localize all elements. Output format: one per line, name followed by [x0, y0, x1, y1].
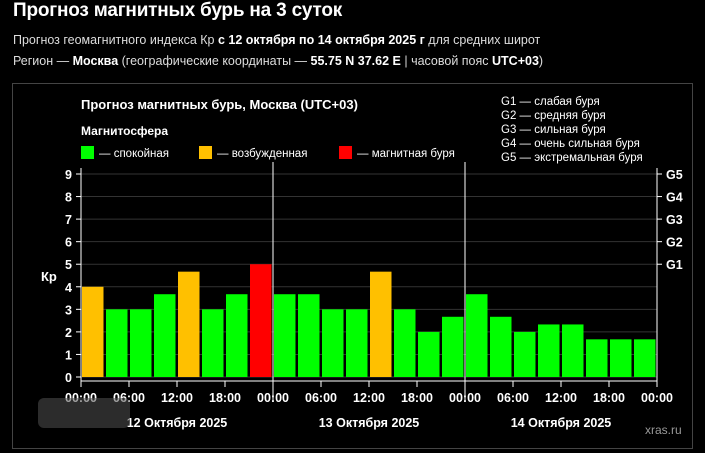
bar	[562, 324, 584, 377]
forecast-suffix: для средних широт	[424, 33, 541, 47]
g-tick-label: G1	[666, 258, 683, 272]
region-description: Регион — Москва (географические координа…	[13, 54, 543, 68]
y-tick-label: 1	[65, 348, 72, 362]
bar	[370, 271, 392, 377]
grid	[81, 173, 657, 378]
bar	[394, 309, 416, 377]
x-tick-label: 18:00	[593, 391, 625, 405]
bar	[106, 309, 128, 377]
storm-level-label: G2 — средняя буря	[501, 110, 606, 122]
y-tick-label: 8	[65, 191, 72, 205]
bar	[130, 309, 152, 377]
bar	[538, 324, 560, 377]
region-end: )	[538, 54, 544, 68]
forecast-prefix: Прогноз геомагнитного индекса Кр	[13, 33, 218, 47]
page-title: Прогноз магнитных бурь на 3 суток	[13, 0, 343, 21]
storm-level-label: G3 — сильная буря	[501, 124, 606, 136]
forecast-period: с 12 октября по 14 октября 2025 г	[217, 33, 425, 47]
y-tick-label: 3	[65, 303, 72, 317]
x-tick-label: 12:00	[545, 391, 577, 405]
day-label: 13 Октября 2025	[319, 416, 420, 430]
forecast-description: Прогноз геомагнитного индекса Кр с 12 ок…	[13, 33, 540, 47]
region-city: Москва	[72, 54, 119, 68]
overlay-toolbar[interactable]	[38, 398, 130, 428]
bar	[514, 331, 536, 377]
bar	[250, 264, 272, 377]
bar	[346, 309, 368, 377]
bar	[178, 271, 200, 377]
bar	[634, 339, 656, 377]
legend-swatch	[81, 146, 94, 159]
x-tick-label: 00:00	[641, 391, 673, 405]
bar	[82, 286, 104, 377]
bar	[274, 294, 296, 377]
region-coords: 55.75 N 37.62 E	[310, 54, 401, 68]
bar	[298, 294, 320, 377]
region-mid: (географические координаты —	[118, 54, 311, 68]
legend: — спокойная — возбужденная — магнитная бур…	[81, 146, 455, 160]
watermark: xras.ru	[645, 423, 682, 437]
legend-swatch	[339, 146, 352, 159]
bar	[466, 294, 488, 377]
storm-level-label: G1 — слабая буря	[501, 96, 600, 108]
bar	[202, 309, 224, 377]
g-tick-label: G3	[666, 213, 683, 227]
g-tick-label: G4	[666, 191, 683, 205]
legend-label: — возбужденная	[217, 148, 307, 160]
g-tick-label: G2	[666, 236, 683, 250]
day-label: 14 Октября 2025	[511, 416, 612, 430]
day-labels: 12 Октября 2025 13 Октября 2025 14 Октября…	[127, 416, 612, 430]
bar	[418, 331, 440, 377]
x-tick-label: 06:00	[497, 391, 529, 405]
x-tick-label: 18:00	[209, 391, 241, 405]
bar	[610, 339, 632, 377]
chart-frame: Прогноз магнитных бурь, Москва (UTC+03) …	[12, 83, 693, 449]
x-tick-label: 06:00	[305, 391, 337, 405]
y-ticks: 0 1 2 3 4 5 6 7 8 9	[65, 168, 81, 385]
legend-title: Магнитосфера	[81, 124, 168, 138]
region-timezone: UTC+03	[492, 54, 539, 68]
legend-swatch	[199, 146, 212, 159]
g-level-ticks: G1 G2 G3 G4 G5	[657, 168, 683, 272]
bar	[322, 309, 344, 377]
bar	[586, 339, 608, 377]
y-tick-label: 4	[65, 281, 72, 295]
y-tick-label: 2	[65, 326, 72, 340]
legend-label: — спокойная	[99, 148, 169, 160]
y-tick-label: 6	[65, 236, 72, 250]
y-tick-label: 5	[65, 258, 72, 272]
g-tick-label: G5	[666, 168, 683, 182]
bar	[154, 294, 176, 377]
y-axis-label: Кр	[41, 269, 57, 284]
kp-forecast-chart: Прогноз магнитных бурь, Москва (UTC+03) …	[41, 96, 683, 437]
legend-label: — магнитная буря	[357, 148, 455, 160]
day-label: 12 Октября 2025	[127, 416, 228, 430]
x-tick-label: 00:00	[449, 391, 481, 405]
y-tick-label: 9	[65, 168, 72, 182]
bar	[490, 316, 512, 377]
x-tick-label: 12:00	[353, 391, 385, 405]
chart-title: Прогноз магнитных бурь, Москва (UTC+03)	[81, 97, 358, 112]
x-tick-label: 18:00	[401, 391, 433, 405]
bar	[442, 316, 464, 377]
x-tick-label: 00:00	[257, 391, 289, 405]
storm-level-label: G4 — очень сильная буря	[501, 138, 640, 150]
bar	[226, 294, 248, 377]
bars	[82, 264, 656, 377]
x-ticks: 00:00 06:00 12:00 18:00 00:00 06:00 12:00 18:00…	[65, 381, 673, 405]
day-separators	[272, 162, 466, 401]
x-tick-label: 12:00	[161, 391, 193, 405]
region-prefix: Регион —	[13, 54, 73, 68]
storm-levels-legend: G1 — слабая буря G2 — средняя буря G3 — си…	[501, 96, 643, 164]
storm-level-label: G5 — экстремальная буря	[501, 152, 643, 164]
region-sep: | часовой пояс	[400, 54, 492, 68]
y-tick-label: 7	[65, 213, 72, 227]
y-tick-label: 0	[65, 371, 72, 385]
